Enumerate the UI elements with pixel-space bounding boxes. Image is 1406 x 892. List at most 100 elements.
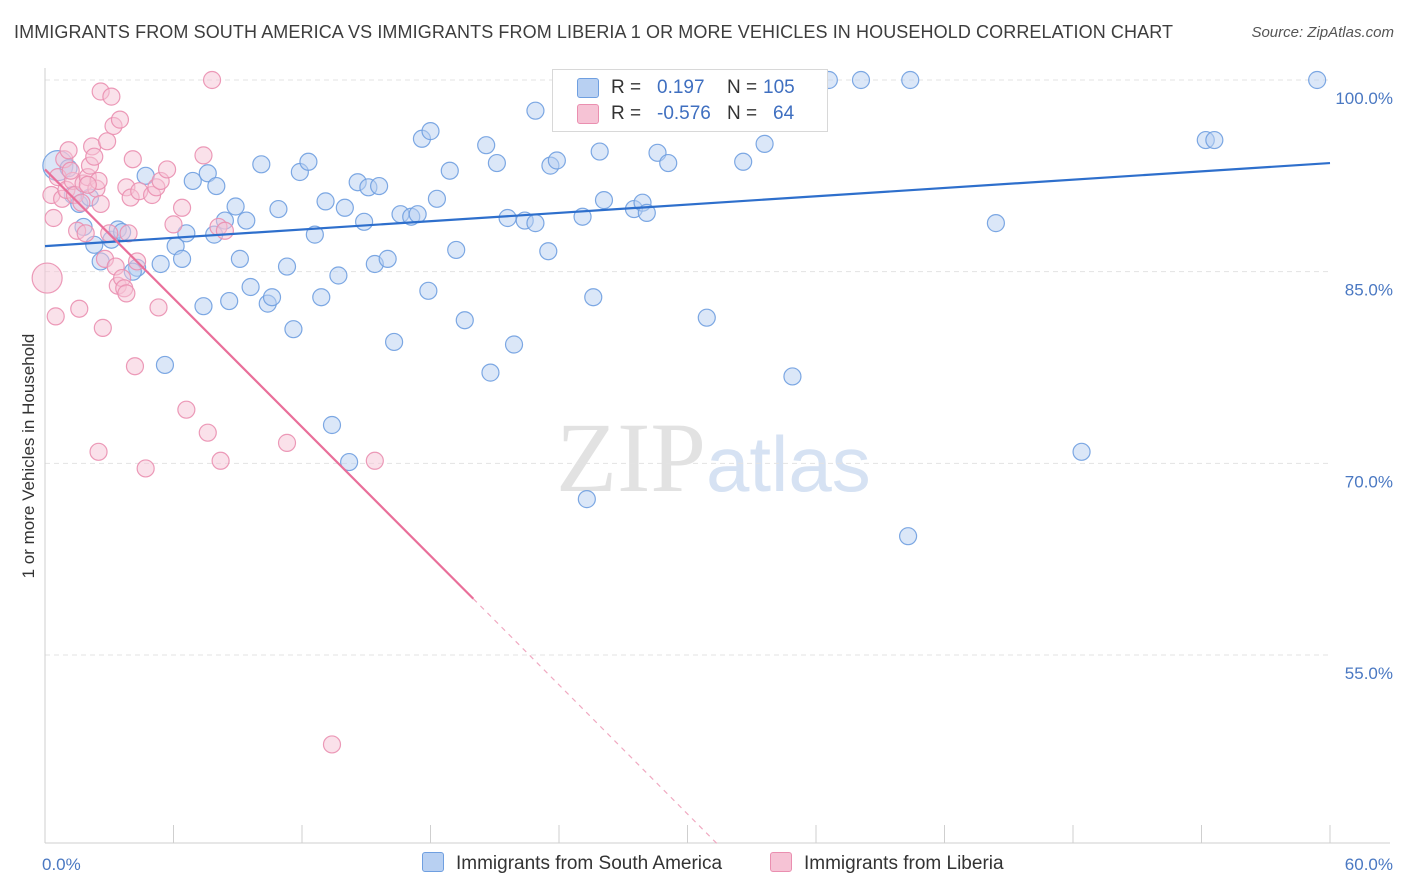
south-america-point [340, 452, 359, 472]
south-america-point [447, 240, 466, 260]
south-america-point [526, 214, 545, 233]
south-america-point [697, 308, 716, 327]
south-america-point [526, 101, 545, 120]
south-america-point [898, 527, 918, 546]
series-liberia-points [31, 70, 384, 754]
south-america-point [335, 198, 354, 217]
south-america-point [901, 70, 920, 90]
liberia-point [59, 141, 78, 160]
south-america-point [504, 335, 524, 354]
liberia-point [85, 147, 104, 166]
south-america-point [477, 136, 496, 155]
liberia-point [177, 400, 196, 419]
south-america-point [316, 192, 335, 211]
south-america-point [378, 249, 397, 268]
watermark-atlas: atlas [706, 420, 871, 508]
south-america-point [299, 152, 318, 171]
south-america-point [590, 142, 609, 161]
axes [44, 68, 1390, 844]
y-axis-title: 1 or more Vehicles in Household [19, 334, 38, 579]
south-america-point [284, 320, 303, 339]
liberia-point [211, 451, 230, 470]
south-america-point [577, 490, 596, 509]
south-america-point [370, 176, 389, 196]
liberia-point [215, 221, 234, 240]
liberia-point [91, 194, 110, 214]
bottom-legend-south-america: Immigrants from South America [422, 852, 722, 875]
legend-r-label: R = [611, 77, 642, 98]
liberia-point [149, 298, 168, 317]
liberia-point [46, 307, 65, 326]
legend-n-label: N = [727, 77, 758, 98]
south-america-point [262, 288, 282, 307]
south-america-point [305, 225, 324, 244]
south-america-point [419, 281, 438, 300]
liberia-point [172, 198, 192, 217]
south-america-point [1205, 130, 1224, 150]
south-america-point [172, 249, 192, 268]
south-america-point [440, 161, 459, 180]
south-america-point [584, 288, 603, 307]
south-america-point [498, 208, 517, 228]
south-america-point [986, 214, 1006, 233]
legend-r-value: 0.197 [657, 77, 705, 98]
south-america-point [455, 311, 474, 330]
legend-n-value: 64 [773, 103, 795, 124]
south-america-point [487, 153, 506, 173]
gridlines [45, 79, 1330, 656]
liberia-point [119, 224, 138, 243]
liberia-point [76, 224, 95, 243]
legend-r-value: -0.576 [657, 103, 711, 124]
south-america-point [755, 134, 774, 153]
liberia-point [157, 160, 177, 179]
bottom-legend-swatch-liberia [770, 852, 792, 872]
axis-labels: 100.0% 85.0% 70.0% 55.0% 0.0% 60.0% 1 or more … [19, 89, 1393, 874]
legend-n-label: N = [727, 103, 758, 124]
south-america-point [194, 297, 213, 316]
liberia-point [70, 299, 89, 318]
south-america-point [220, 291, 239, 311]
south-america-point [155, 355, 175, 375]
liberia-point [61, 161, 80, 180]
liberia-point [102, 87, 121, 106]
liberia-point [277, 433, 297, 452]
south-america-point [421, 122, 440, 141]
liberia-point [322, 735, 342, 754]
south-america-point [547, 151, 566, 170]
liberia-point [365, 451, 384, 470]
south-america-point [408, 205, 427, 224]
liberia-point [98, 132, 117, 151]
south-america-point [312, 288, 331, 307]
south-america-point [1072, 442, 1091, 461]
liberia-point [198, 423, 217, 442]
south-america-point [355, 212, 374, 231]
south-america-point [481, 363, 500, 382]
trend-lines [44, 161, 1331, 845]
south-america-point [659, 153, 678, 173]
south-america-point [539, 242, 558, 261]
liberia-point [136, 459, 155, 478]
series-south-america-points [42, 70, 1327, 546]
south-america-point [198, 164, 217, 183]
legend-r-label: R = [611, 103, 642, 124]
trend-line-south-america [44, 161, 1331, 248]
south-america-point [151, 254, 170, 274]
south-america-point [384, 332, 404, 352]
legend-n-value: 105 [763, 77, 795, 98]
bottom-legend-label-south-america: Immigrants from South America [456, 853, 723, 874]
south-america-point [594, 191, 614, 210]
x-tick-label-min: 0.0% [42, 855, 81, 874]
south-america-point [329, 266, 348, 285]
liberia-point [110, 110, 130, 129]
trend-line-liberia [44, 168, 475, 600]
liberia-point [164, 215, 183, 234]
liberia-point [194, 146, 213, 165]
south-america-point [851, 70, 871, 90]
trend-line-liberia-extension [472, 598, 718, 845]
chart-title: IMMIGRANTS FROM SOUTH AMERICA VS IMMIGRA… [14, 22, 1174, 42]
y-tick-label: 100.0% [1335, 89, 1393, 108]
liberia-point [44, 208, 63, 228]
legend-swatch-south-america [577, 78, 599, 98]
south-america-point [183, 171, 202, 191]
